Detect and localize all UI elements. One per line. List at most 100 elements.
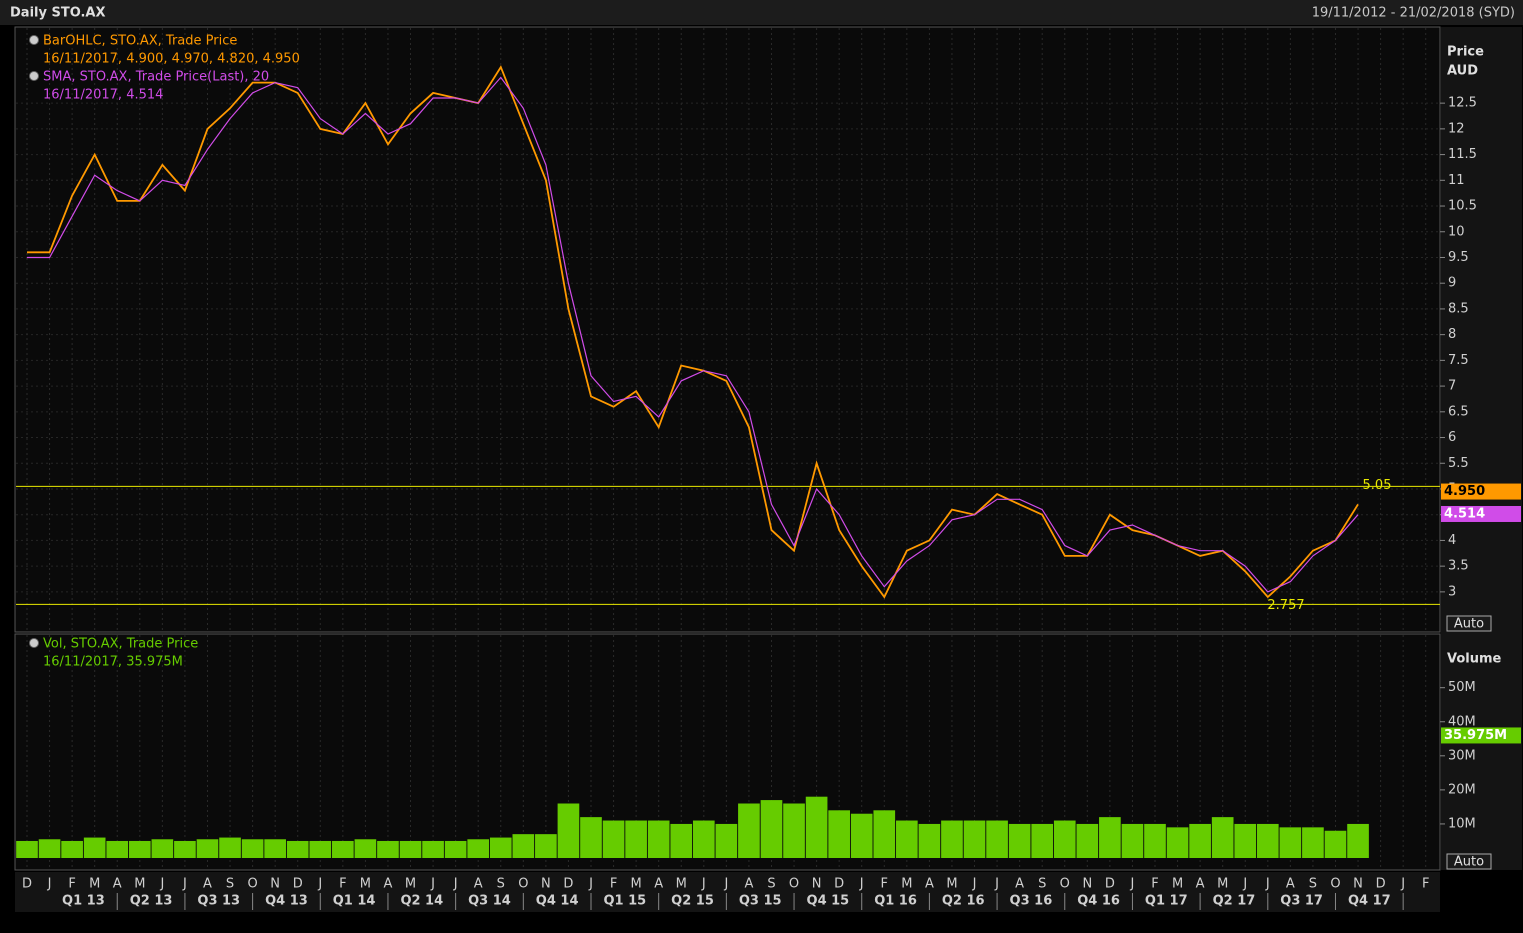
volume-bar xyxy=(783,803,805,858)
volume-bar xyxy=(377,840,399,858)
volume-bar xyxy=(805,796,828,858)
y-tick-label: 3.5 xyxy=(1448,559,1469,574)
x-tick-label: D xyxy=(834,877,844,892)
x-tick-label: D xyxy=(1376,877,1386,892)
x-tick-label: M xyxy=(360,877,371,892)
volume-bar xyxy=(692,820,715,858)
x-tick-label: A xyxy=(1015,877,1024,892)
volume-bar xyxy=(1347,823,1369,858)
volume-bar xyxy=(760,800,783,858)
volume-bar xyxy=(241,839,264,858)
volume-bar xyxy=(286,840,309,858)
x-tick-label: J xyxy=(47,877,52,892)
last-value-flag xyxy=(1441,727,1521,744)
y-tick-label: 11.5 xyxy=(1448,147,1477,162)
x-tick-label: J xyxy=(588,877,593,892)
x-tick-label: F xyxy=(610,877,617,892)
quarter-label: Q2 15 xyxy=(671,894,714,909)
chart-title: Daily STO.AX xyxy=(10,6,106,21)
volume-bar xyxy=(151,839,174,858)
x-tick-label: A xyxy=(384,877,393,892)
y-tick-label: 50M xyxy=(1448,680,1476,695)
quarter-label: Q1 15 xyxy=(603,894,646,909)
volume-bar xyxy=(1279,827,1302,858)
legend-value: 16/11/2017, 35.975M xyxy=(43,655,183,670)
volume-bar xyxy=(1234,823,1257,858)
quarter-label: Q3 14 xyxy=(468,894,511,909)
quarter-label: Q3 15 xyxy=(739,894,782,909)
x-tick-label: J xyxy=(1400,877,1405,892)
reference-label: 2.757 xyxy=(1267,598,1304,613)
volume-bar xyxy=(309,840,332,858)
x-tick-label: S xyxy=(1038,877,1046,892)
auto-button-label[interactable]: Auto xyxy=(1454,617,1484,632)
last-value-label: 35.975M xyxy=(1444,728,1507,743)
x-tick-label: O xyxy=(1060,877,1070,892)
x-tick-label: A xyxy=(1196,877,1205,892)
y-tick-label: 11 xyxy=(1448,173,1465,188)
volume-bar xyxy=(83,837,106,858)
quarter-label: Q3 16 xyxy=(1010,894,1053,909)
x-tick-label: N xyxy=(541,877,551,892)
legend-value: 16/11/2017, 4.900, 4.970, 4.820, 4.950 xyxy=(43,52,300,67)
auto-button[interactable] xyxy=(1446,853,1492,870)
x-tick-label: A xyxy=(113,877,122,892)
quarter-label: Q2 17 xyxy=(1213,894,1256,909)
volume-bar xyxy=(1324,830,1347,858)
volume-bar xyxy=(354,839,377,858)
x-tick-label: M xyxy=(946,877,957,892)
x-tick-label: J xyxy=(453,877,458,892)
volume-bar xyxy=(1099,817,1121,858)
volume-bar xyxy=(1031,823,1054,858)
volume-bar xyxy=(444,840,467,858)
auto-button-label[interactable]: Auto xyxy=(1454,855,1484,870)
volume-bar xyxy=(1211,817,1234,858)
y-tick-label: 9 xyxy=(1448,276,1456,291)
volume-bar xyxy=(219,837,241,858)
price-panel xyxy=(14,26,1441,633)
volume-bar xyxy=(512,834,535,858)
x-tick-label: M xyxy=(405,877,416,892)
x-tick-label: A xyxy=(203,877,212,892)
volume-bar xyxy=(1302,827,1324,858)
volume-bar xyxy=(738,803,760,858)
volume-bar xyxy=(941,820,963,858)
quarter-label: Q4 13 xyxy=(265,894,308,909)
legend-value: 16/11/2017, 4.514 xyxy=(43,88,163,103)
volume-bar xyxy=(963,820,986,858)
x-tick-label: M xyxy=(1217,877,1228,892)
volume-bar xyxy=(850,813,873,858)
quarter-label: Q1 14 xyxy=(333,894,376,909)
auto-button[interactable] xyxy=(1446,615,1492,632)
x-tick-label: M xyxy=(134,877,145,892)
volume-bar xyxy=(1053,820,1076,858)
x-tick-label: O xyxy=(247,877,257,892)
x-tick-label: J xyxy=(972,877,977,892)
x-tick-label: S xyxy=(767,877,775,892)
volume-bar xyxy=(1256,823,1279,858)
x-tick-label: J xyxy=(1265,877,1270,892)
y-tick-label: 10M xyxy=(1448,816,1476,831)
y-tick-label: 3 xyxy=(1448,584,1456,599)
volume-bar xyxy=(1008,823,1031,858)
x-tick-label: J xyxy=(1242,877,1247,892)
x-tick-label: N xyxy=(812,877,822,892)
series-line xyxy=(27,76,1359,593)
volume-bar xyxy=(1166,827,1189,858)
x-tick-label: J xyxy=(317,877,322,892)
reference-label: 5.05 xyxy=(1363,478,1392,493)
x-tick-label: F xyxy=(1151,877,1158,892)
volume-bar xyxy=(918,823,941,858)
quarter-label: Q2 13 xyxy=(130,894,173,909)
y-tick-label: 7 xyxy=(1448,379,1456,394)
y-tick-label: 10.5 xyxy=(1448,199,1477,214)
volume-bar xyxy=(489,837,512,858)
volume-bar xyxy=(16,840,38,858)
quarter-label: Q4 17 xyxy=(1348,894,1391,909)
volume-bar xyxy=(580,817,602,858)
legend-icon[interactable] xyxy=(29,35,39,45)
legend-icon[interactable] xyxy=(29,638,39,648)
legend-name: Vol, STO.AX, Trade Price xyxy=(43,637,198,652)
legend-icon[interactable] xyxy=(29,71,39,81)
